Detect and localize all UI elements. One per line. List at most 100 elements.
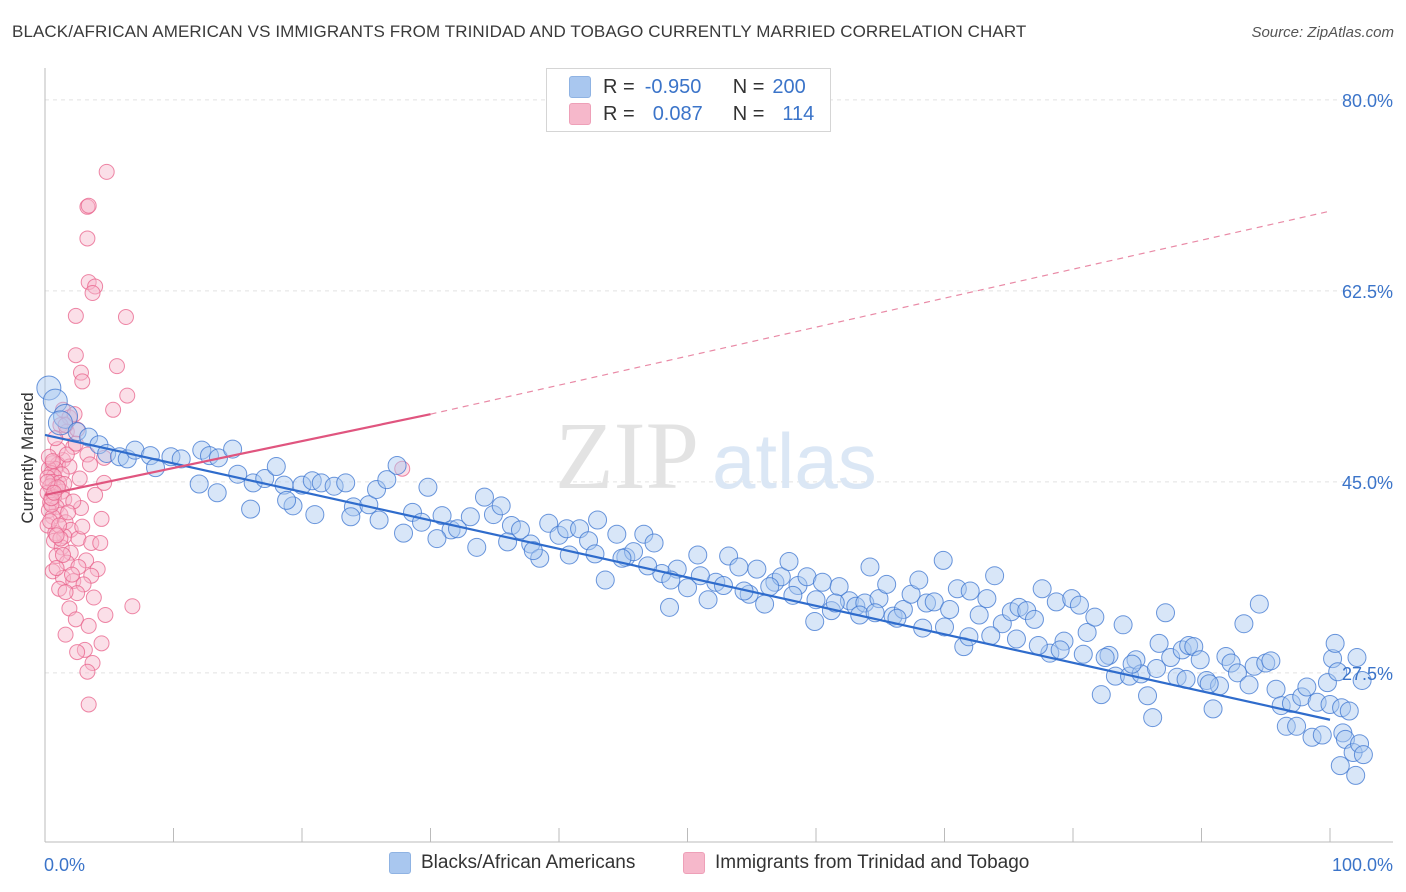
bottom-legend-swatch-blue: [389, 852, 411, 874]
black-point: [660, 597, 680, 617]
trinidad-point: [65, 573, 82, 590]
black-point: [1352, 670, 1372, 690]
black-point: [1203, 699, 1223, 719]
gridlines: [45, 99, 1393, 674]
black-point: [1353, 745, 1373, 765]
black-point: [1297, 677, 1317, 697]
trinidad-point: [69, 644, 86, 661]
black-point: [1091, 685, 1111, 705]
trinidad-point: [79, 446, 96, 463]
trinidad-point: [80, 197, 97, 214]
black-point: [969, 605, 989, 625]
trinidad-point: [63, 566, 80, 583]
black-point: [839, 591, 859, 611]
black-point: [42, 388, 68, 414]
trinidad-point: [92, 534, 109, 551]
y-tick-labels: 27.5% 45.0% 62.5% 80.0%: [1342, 91, 1393, 684]
black-point: [644, 533, 664, 553]
black-point: [1197, 670, 1217, 690]
black-point: [747, 559, 767, 579]
black-point: [688, 545, 708, 565]
trinidad-point: [79, 230, 96, 247]
black-point: [877, 574, 897, 594]
trinidad-point: [93, 635, 110, 652]
trend-lines: [44, 210, 1331, 721]
black-point: [805, 612, 825, 632]
trinidad-point: [117, 309, 134, 326]
chart-title: BLACK/AFRICAN AMERICAN VS IMMIGRANTS FRO…: [12, 22, 1027, 41]
black-point: [1062, 589, 1082, 609]
axes: [44, 68, 1393, 843]
watermark-atlas: atlas: [712, 417, 877, 505]
black-point: [47, 410, 73, 436]
legend-r-value: 0.087: [652, 102, 703, 125]
black-point: [1328, 662, 1348, 682]
trend-line-black: [44, 433, 1331, 721]
black-point: [67, 422, 87, 442]
black-point: [729, 557, 749, 577]
black-point: [1261, 651, 1281, 671]
y-tick-label: 62.5%: [1342, 282, 1393, 302]
black-point: [1085, 607, 1105, 627]
black-point: [1028, 636, 1048, 656]
black-point: [241, 499, 261, 519]
trinidad-point: [108, 358, 125, 375]
black-point: [1077, 622, 1097, 642]
black-point: [1032, 579, 1052, 599]
trinidad-point: [79, 663, 96, 680]
x-tick-label: 100.0%: [1332, 855, 1393, 875]
black-point: [1143, 708, 1163, 728]
bottom-legend-swatch-pink: [683, 852, 705, 874]
black-point: [678, 578, 697, 598]
black-point: [418, 477, 438, 497]
black-point: [1332, 698, 1352, 718]
black-point: [607, 524, 627, 544]
trinidad-point: [44, 453, 61, 470]
legend-n-value: 114: [782, 102, 815, 125]
trinidad-point: [70, 530, 87, 547]
watermark: ZIP atlas: [555, 402, 877, 509]
bottom-legend-label: Blacks/African Americans: [421, 852, 636, 873]
black-point: [760, 577, 780, 597]
black-point: [1113, 615, 1133, 635]
x-tick-label: 0.0%: [44, 855, 85, 875]
black-point: [1227, 663, 1247, 683]
black-point: [1249, 594, 1269, 614]
black-point: [985, 566, 1005, 586]
black-point: [460, 507, 480, 527]
x-tick-labels: 0.0% 100.0%: [44, 855, 1393, 875]
watermark-zip: ZIP: [555, 402, 699, 509]
black-point: [207, 483, 227, 503]
trinidad-point: [43, 496, 60, 513]
black-point: [698, 590, 718, 610]
black-point: [1312, 725, 1332, 745]
black-point: [917, 593, 937, 613]
black-point: [79, 427, 99, 447]
black-point: [1009, 597, 1029, 617]
black-point: [959, 627, 979, 647]
legend-swatch-blue: [569, 76, 591, 98]
black-point: [501, 515, 521, 535]
black-point: [797, 567, 817, 587]
black-point: [588, 510, 608, 530]
trinidad-point: [58, 446, 75, 463]
black-point: [1346, 765, 1366, 785]
legend-row-blacks: R = -0.950 N = 200: [569, 75, 806, 99]
black-point: [1149, 633, 1169, 653]
black-point: [981, 626, 1001, 646]
black-point: [467, 537, 487, 557]
black-point: [755, 594, 775, 614]
black-point: [855, 593, 875, 613]
trinidad-point: [124, 598, 141, 615]
trinidad-point: [42, 513, 59, 530]
y-tick-label: 45.0%: [1342, 473, 1393, 493]
bottom-legend-label: Immigrants from Trinidad and Tobago: [715, 852, 1030, 873]
black-point: [1046, 592, 1066, 612]
black-point: [277, 490, 297, 510]
black-point: [1138, 686, 1158, 706]
black-point: [311, 473, 331, 493]
black-point: [491, 496, 511, 516]
trinidad-point: [83, 534, 100, 551]
black-point: [1161, 648, 1181, 668]
